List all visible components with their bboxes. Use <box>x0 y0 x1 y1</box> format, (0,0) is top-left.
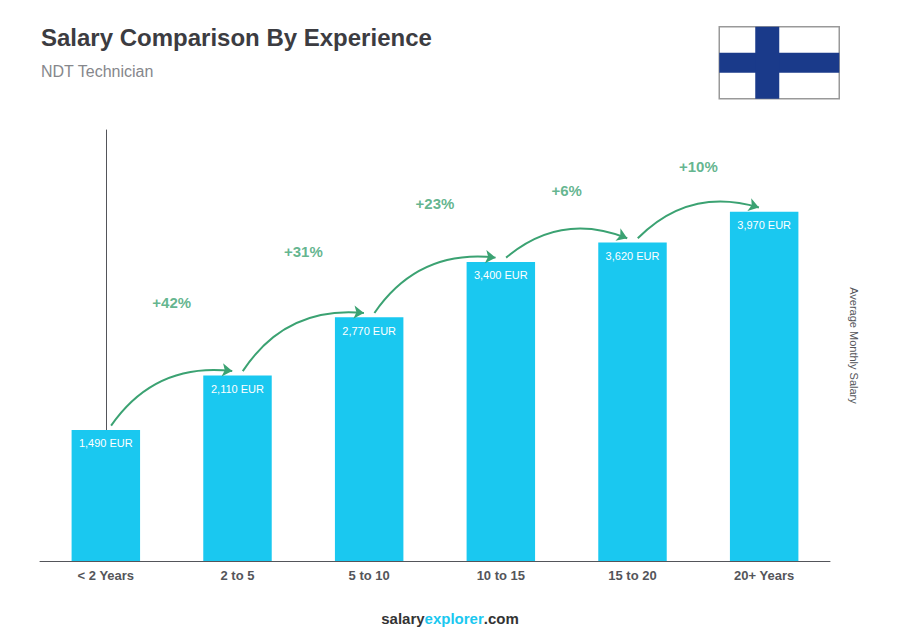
svg-text:10 to 15: 10 to 15 <box>477 568 525 583</box>
svg-text:+42%: +42% <box>152 294 191 311</box>
svg-text:< 2 Years: < 2 Years <box>78 568 135 583</box>
svg-text:2,110 EUR: 2,110 EUR <box>211 383 264 395</box>
svg-text:salary: salary <box>381 610 425 627</box>
svg-text:+6%: +6% <box>551 182 581 199</box>
svg-text:+31%: +31% <box>284 243 323 260</box>
svg-text:Salary Comparison By Experienc: Salary Comparison By Experience <box>41 24 432 51</box>
svg-text:3,400 EUR: 3,400 EUR <box>474 269 528 281</box>
svg-text:explorer: explorer <box>425 610 484 627</box>
svg-text:5 to 10: 5 to 10 <box>349 568 390 583</box>
svg-text:2 to 5: 2 to 5 <box>221 568 255 583</box>
svg-text:15 to 20: 15 to 20 <box>608 568 656 583</box>
svg-text:NDT Technician: NDT Technician <box>41 63 153 80</box>
svg-text:+10%: +10% <box>679 158 718 175</box>
svg-text:+23%: +23% <box>416 195 455 212</box>
svg-text:Average Monthly Salary: Average Monthly Salary <box>848 287 860 404</box>
svg-text:.com: .com <box>484 610 519 627</box>
svg-text:2,770 EUR: 2,770 EUR <box>342 325 396 337</box>
svg-text:3,970 EUR: 3,970 EUR <box>737 219 791 231</box>
svg-text:20+ Years: 20+ Years <box>734 568 794 583</box>
svg-text:3,620 EUR: 3,620 EUR <box>606 250 660 262</box>
svg-text:1,490 EUR: 1,490 EUR <box>79 437 133 449</box>
